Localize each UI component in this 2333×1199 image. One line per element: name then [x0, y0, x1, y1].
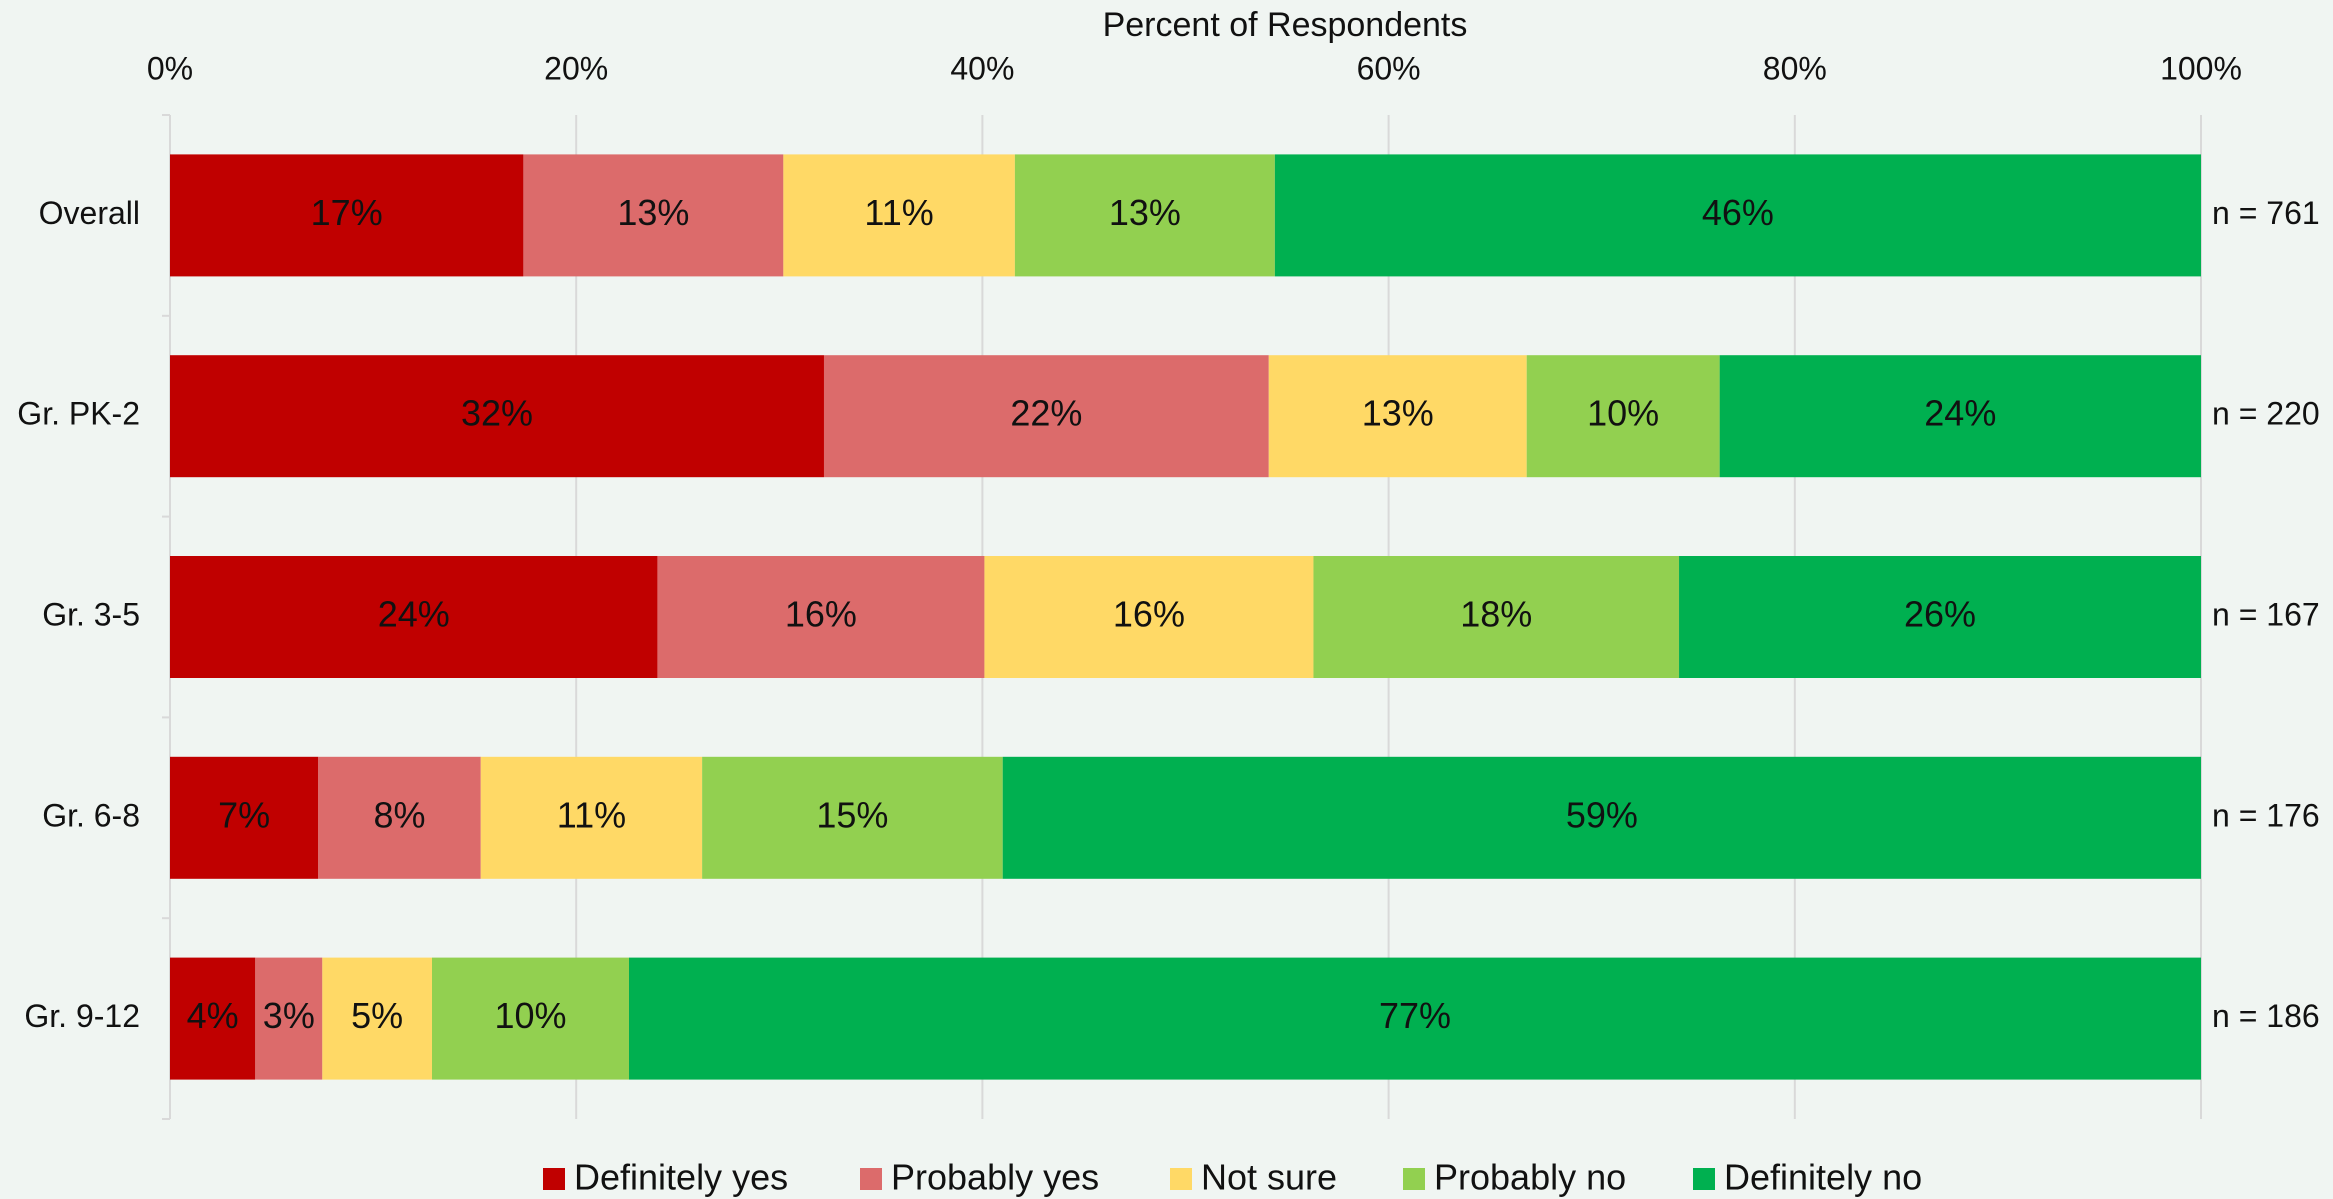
bar-segment: [255, 957, 323, 1080]
x-tick-label: 100%: [2160, 50, 2242, 86]
y-tick-label: Overall: [39, 195, 140, 231]
data-label: 32%: [461, 393, 533, 434]
bar-segment: [480, 756, 703, 879]
data-label: 13%: [617, 192, 689, 233]
data-label: 3%: [263, 995, 315, 1036]
data-label: 7%: [218, 794, 270, 835]
legend-label: Probably no: [1434, 1157, 1626, 1198]
data-label: 16%: [1113, 594, 1185, 635]
legend-swatch: [1403, 1168, 1425, 1190]
data-label: 46%: [1702, 192, 1774, 233]
data-label: 11%: [864, 192, 933, 233]
y-tick-label: Gr. 3-5: [42, 596, 140, 632]
data-label: 24%: [378, 594, 450, 635]
legend-label: Probably yes: [891, 1157, 1099, 1198]
bar-segment: [170, 355, 824, 478]
bar-segment: [170, 756, 319, 879]
data-label: 16%: [785, 594, 857, 635]
x-tick-label: 80%: [1763, 50, 1827, 86]
bar-segment: [318, 756, 481, 879]
data-label: 10%: [1587, 393, 1659, 434]
data-label: 77%: [1379, 995, 1451, 1036]
bar-segment: [984, 556, 1314, 678]
data-label: 11%: [557, 794, 626, 835]
bar-segment: [1274, 154, 2201, 277]
data-label: 15%: [816, 794, 888, 835]
bar-segment: [1313, 556, 1680, 678]
bar-segment: [523, 154, 784, 277]
bar-segment: [170, 154, 524, 277]
bar-segment: [1002, 756, 2202, 879]
legend-label: Definitely no: [1724, 1157, 1922, 1198]
data-label: 59%: [1566, 794, 1638, 835]
bar-segment: [702, 756, 1003, 879]
n-label: n = 220: [2212, 396, 2320, 432]
x-tick-label: 60%: [1357, 50, 1421, 86]
bar-segment: [657, 556, 985, 678]
bar-segment: [322, 957, 432, 1080]
legend-swatch: [1693, 1168, 1715, 1190]
n-label: n = 761: [2212, 195, 2320, 231]
data-label: 8%: [373, 794, 425, 835]
legend-swatch: [1170, 1168, 1192, 1190]
n-label: n = 167: [2212, 596, 2320, 632]
y-tick-label: Gr. 9-12: [24, 998, 140, 1034]
data-label: 4%: [187, 995, 239, 1036]
data-label: 5%: [351, 995, 403, 1036]
bar-segment: [1719, 355, 2201, 478]
bar-segment: [629, 957, 2201, 1080]
x-tick-label: 40%: [950, 50, 1014, 86]
x-tick-label: 20%: [544, 50, 608, 86]
n-label: n = 176: [2212, 797, 2320, 833]
data-label: 17%: [311, 192, 383, 233]
legend-label: Not sure: [1201, 1157, 1337, 1198]
n-label: n = 186: [2212, 998, 2320, 1034]
data-label: 13%: [1362, 393, 1434, 434]
bar-segment: [1268, 355, 1527, 478]
data-label: 22%: [1010, 393, 1082, 434]
data-label: 18%: [1460, 594, 1532, 635]
x-tick-label: 0%: [147, 50, 193, 86]
bar-segment: [1679, 556, 2201, 678]
legend-swatch: [543, 1168, 565, 1190]
bar-segment: [170, 556, 658, 678]
legend-swatch: [860, 1168, 882, 1190]
bar-segment: [170, 957, 256, 1080]
bar-segment: [1014, 154, 1275, 277]
bar-segment: [1526, 355, 1720, 478]
data-label: 10%: [494, 995, 566, 1036]
bar-segment: [431, 957, 630, 1080]
bar-segment: [783, 154, 1015, 277]
data-label: 26%: [1904, 594, 1976, 635]
bar-segment: [823, 355, 1269, 478]
data-label: 13%: [1109, 192, 1181, 233]
axis-title: Percent of Respondents: [1103, 6, 1468, 44]
data-label: 24%: [1924, 393, 1996, 434]
y-tick-label: Gr. PK-2: [17, 396, 140, 432]
legend-label: Definitely yes: [574, 1157, 788, 1198]
y-tick-label: Gr. 6-8: [42, 797, 140, 833]
